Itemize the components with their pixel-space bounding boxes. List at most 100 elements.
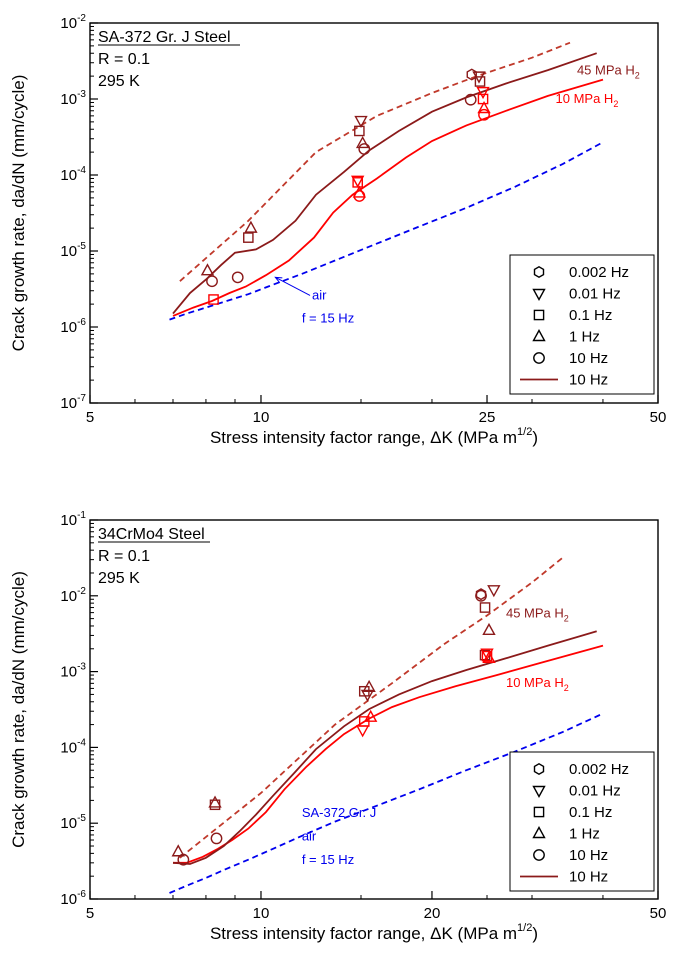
annotation-label-10: 10 MPa H2 — [556, 91, 619, 109]
y-tick-label: 10-3 — [60, 89, 86, 108]
series-h2-10-curve — [173, 644, 604, 864]
pts-45-square-marker — [474, 76, 486, 87]
legend-triangle-up-icon — [532, 329, 546, 342]
legend-label: 0.1 Hz — [569, 307, 612, 324]
legend-label: 10 Hz — [569, 372, 608, 389]
y-tick-label: 10-2 — [60, 13, 86, 32]
annotation-label-air: air — [312, 288, 327, 303]
y-tick-label: 10-1 — [60, 510, 86, 529]
pts-10-triangle-down-marker — [355, 725, 370, 738]
legend-label: 0.01 Hz — [569, 783, 621, 800]
annotation-label-f: f = 15 Hz — [302, 852, 354, 867]
y-axis-label: Crack growth rate, da/dN (mm/cycle) — [9, 75, 28, 352]
pts-45-circle-marker — [231, 271, 244, 284]
pts-10-square-marker — [208, 294, 219, 305]
plot-frame — [89, 22, 659, 404]
annotation-label-f: f = 15 Hz — [302, 310, 354, 325]
pts-45-triangle-up-marker — [362, 679, 376, 693]
pts-10-triangle-up-marker — [482, 650, 496, 663]
pts-45-square-marker — [354, 125, 365, 137]
series-air — [169, 712, 604, 894]
y-tick-label: 10-6 — [60, 317, 86, 336]
annotation-label-10: 10 MPa H2 — [506, 675, 569, 693]
pts-10-circle-marker — [478, 108, 490, 121]
info-temperature: 295 K — [98, 570, 140, 587]
pts-45-triangle-down-marker — [487, 585, 501, 598]
pts-45-circle-marker — [475, 589, 487, 602]
pts-45-triangle-up-marker — [244, 220, 258, 233]
y-tick-label: 10-7 — [60, 393, 86, 412]
legend-label: 0.01 Hz — [569, 286, 621, 303]
pts-45-square-marker — [209, 799, 221, 811]
pts-45-triangle-down-marker — [354, 115, 368, 129]
air-arrow-head — [274, 276, 283, 284]
y-tick-label: 10-3 — [60, 662, 86, 681]
info-title: 34CrMo4 Steel — [98, 526, 205, 543]
legend-triangle-up-icon — [532, 826, 546, 839]
annotation-label-sa: SA-372 Gr. J — [302, 805, 376, 820]
x-axis-label: Stress intensity factor range, ΔK (MPa m… — [210, 922, 538, 943]
legend-circle-icon — [533, 849, 545, 861]
pts-10-square-marker — [352, 177, 363, 188]
legend-hexagon-icon — [533, 265, 545, 279]
legend-square-icon — [533, 309, 545, 321]
pts-45-square-marker — [243, 232, 254, 243]
pts-45-circle-marker — [206, 275, 218, 288]
legend-triangle-down-icon — [532, 785, 546, 798]
legend-triangle-down-icon — [532, 288, 546, 301]
pts-45-triangle-up-marker — [200, 263, 215, 276]
chart-1: 10-7 10-6 10-5 10-4 10-3 10-2 5 10 25 50 45 MPa H2… — [9, 13, 666, 447]
legend-label: 10 Hz — [569, 847, 608, 864]
info-ratio: R = 0.1 — [98, 548, 150, 565]
pts-45-circle-marker — [177, 853, 190, 866]
pts-45-triangle-up-marker — [208, 795, 222, 808]
x-tick-label: 10 — [253, 409, 270, 426]
pts-45-circle-marker — [464, 93, 477, 106]
legend-label: 1 Hz — [569, 826, 600, 843]
legend-box — [509, 254, 655, 395]
pts-45-circle-marker — [210, 832, 223, 845]
series-h2-45-dashed — [179, 41, 571, 282]
info-temperature: 295 K — [98, 73, 140, 90]
pts-10-triangle-down-marker — [351, 175, 365, 188]
info-title: SA-372 Gr. J Steel — [98, 29, 231, 46]
legend: 0.002 Hz 0.01 Hz 0.1 Hz 1 Hz 10 Hz 10 Hz — [509, 751, 655, 892]
annotation-label-air: air — [302, 829, 317, 844]
legend-label: 0.002 Hz — [569, 761, 629, 778]
legend-label: 10 Hz — [569, 350, 608, 367]
plot-frame — [89, 519, 659, 900]
series-air — [169, 141, 604, 321]
legend-box — [509, 751, 655, 892]
annotation-label-45: 45 MPa H2 — [577, 63, 640, 81]
legend: 0.002 Hz 0.01 Hz 0.1 Hz 1 Hz 10 Hz 10 Hz — [509, 254, 655, 395]
y-tick-label: 10-5 — [60, 241, 86, 260]
pts-45-triangle-up-marker — [355, 136, 370, 149]
legend-hexagon-icon — [533, 762, 545, 776]
pts-45-square-marker — [479, 602, 491, 613]
legend-circle-icon — [533, 352, 545, 364]
y-tick-label: 10-6 — [60, 889, 86, 908]
x-tick-label: 50 — [650, 409, 667, 426]
y-tick-label: 10-5 — [60, 813, 86, 832]
pts-10-triangle-down-marker — [476, 86, 490, 100]
plot-area — [169, 556, 604, 894]
chart-2: 10-6 10-5 10-4 10-3 10-2 10-1 5 10 20 50 45 MPa H2… — [9, 510, 666, 943]
pts-10-triangle-up-marker — [477, 101, 491, 114]
series-h2-10-curve — [172, 78, 604, 317]
x-tick-label: 5 — [86, 409, 94, 426]
x-tick-label: 25 — [479, 409, 496, 426]
y-axis-label: Crack growth rate, da/dN (mm/cycle) — [9, 571, 28, 848]
x-tick-label: 50 — [650, 905, 667, 922]
pts-10-circle-marker — [353, 190, 366, 202]
legend-label: 1 Hz — [569, 329, 600, 346]
x-axis-label: Stress intensity factor range, ΔK (MPa m… — [210, 426, 538, 447]
legend-square-icon — [533, 806, 545, 818]
pts-45-triangle-up-marker — [482, 622, 496, 636]
legend-label: 10 Hz — [569, 869, 608, 886]
annotation-label-45: 45 MPa H2 — [506, 605, 569, 623]
plot-area — [169, 41, 604, 321]
pts-45-triangle-down-marker — [360, 689, 375, 702]
y-tick-label: 10-2 — [60, 586, 86, 605]
x-tick-label: 10 — [253, 905, 270, 922]
